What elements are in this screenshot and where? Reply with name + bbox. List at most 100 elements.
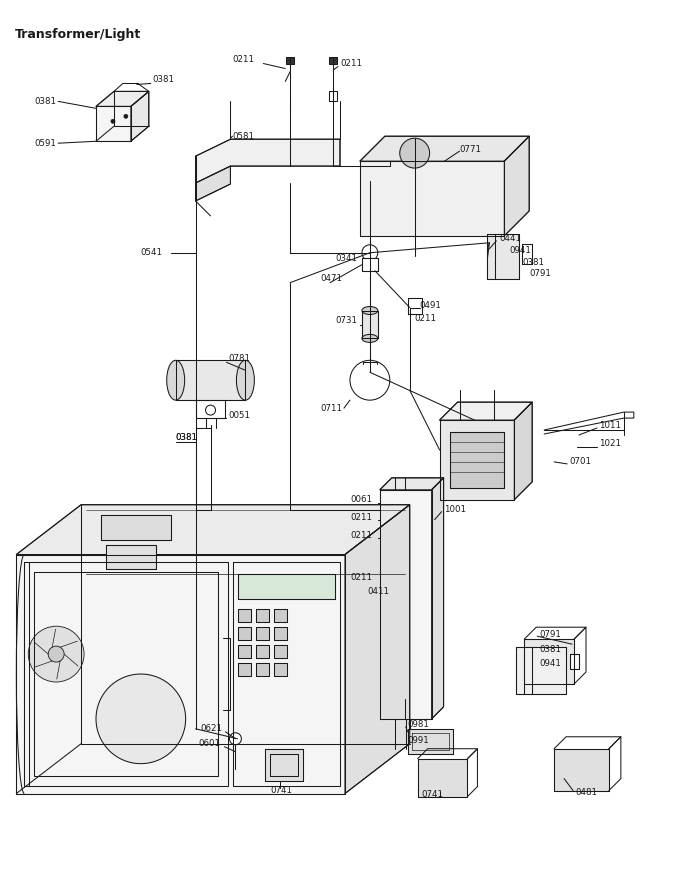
Text: 0491: 0491: [420, 301, 441, 310]
Polygon shape: [418, 759, 467, 796]
Circle shape: [124, 114, 128, 118]
Text: 0941: 0941: [539, 658, 561, 667]
Polygon shape: [238, 610, 251, 622]
Polygon shape: [238, 575, 335, 599]
Polygon shape: [362, 311, 378, 339]
Ellipse shape: [237, 361, 254, 400]
Polygon shape: [256, 663, 269, 676]
Polygon shape: [238, 663, 251, 676]
Polygon shape: [360, 161, 505, 236]
Polygon shape: [329, 91, 337, 101]
Polygon shape: [238, 627, 251, 640]
Ellipse shape: [362, 334, 378, 342]
Polygon shape: [524, 639, 574, 684]
Text: 0791: 0791: [529, 269, 551, 278]
Polygon shape: [554, 749, 609, 791]
Polygon shape: [256, 610, 269, 622]
Text: 0731: 0731: [335, 316, 357, 325]
Polygon shape: [96, 106, 131, 141]
Circle shape: [96, 674, 186, 764]
Polygon shape: [175, 361, 245, 400]
Circle shape: [350, 361, 390, 400]
Text: 0381: 0381: [34, 97, 56, 106]
Text: 0741: 0741: [270, 786, 292, 795]
Text: 0211: 0211: [350, 573, 372, 582]
Polygon shape: [362, 258, 378, 271]
Polygon shape: [488, 233, 520, 279]
Circle shape: [29, 626, 84, 682]
Text: 0581: 0581: [233, 132, 254, 141]
Polygon shape: [274, 610, 287, 622]
Polygon shape: [131, 91, 149, 141]
Circle shape: [48, 646, 64, 662]
Polygon shape: [449, 432, 505, 488]
Polygon shape: [360, 136, 529, 161]
Circle shape: [362, 245, 378, 260]
Circle shape: [229, 733, 241, 745]
Text: 0381: 0381: [539, 645, 561, 653]
Polygon shape: [196, 166, 231, 201]
Polygon shape: [238, 645, 251, 658]
Circle shape: [205, 405, 216, 415]
Text: 0981: 0981: [408, 720, 430, 729]
Ellipse shape: [362, 307, 378, 314]
Text: 0211: 0211: [350, 531, 372, 540]
Polygon shape: [96, 91, 149, 106]
Polygon shape: [101, 515, 171, 539]
Text: 0381: 0381: [175, 434, 198, 442]
Text: 0741: 0741: [422, 790, 443, 799]
Text: 0471: 0471: [320, 274, 342, 283]
Text: 0211: 0211: [233, 55, 254, 64]
Circle shape: [400, 138, 430, 168]
Polygon shape: [106, 544, 156, 570]
Polygon shape: [408, 729, 452, 753]
Polygon shape: [516, 647, 566, 694]
Text: 0791: 0791: [539, 630, 561, 638]
Text: 0441: 0441: [499, 234, 522, 243]
Text: 1001: 1001: [443, 505, 466, 514]
Ellipse shape: [167, 361, 185, 400]
Polygon shape: [329, 57, 337, 64]
Text: 0991: 0991: [408, 736, 430, 746]
Polygon shape: [196, 400, 226, 418]
Polygon shape: [274, 645, 287, 658]
Text: 0061: 0061: [350, 496, 372, 504]
Polygon shape: [522, 244, 532, 264]
Text: 0211: 0211: [415, 314, 437, 323]
Text: 0341: 0341: [335, 254, 357, 263]
Polygon shape: [16, 504, 410, 555]
Polygon shape: [514, 402, 532, 500]
Polygon shape: [439, 420, 514, 500]
Text: 0701: 0701: [569, 457, 591, 466]
Text: 0941: 0941: [509, 246, 531, 255]
Polygon shape: [439, 402, 532, 420]
Polygon shape: [505, 136, 529, 236]
Circle shape: [111, 119, 115, 124]
Polygon shape: [256, 645, 269, 658]
Text: 0381: 0381: [153, 75, 175, 84]
Text: 0591: 0591: [34, 138, 56, 148]
Polygon shape: [265, 749, 303, 780]
Text: 0621: 0621: [201, 725, 222, 733]
Text: 0541: 0541: [141, 248, 163, 257]
Text: 1011: 1011: [599, 421, 621, 429]
Text: 0711: 0711: [320, 403, 342, 413]
Polygon shape: [274, 627, 287, 640]
Text: 0481: 0481: [575, 788, 597, 797]
Text: 1021: 1021: [599, 440, 621, 449]
Polygon shape: [408, 298, 422, 314]
Text: 0781: 0781: [228, 354, 250, 363]
Text: 0771: 0771: [460, 145, 481, 153]
Text: Transformer/Light: Transformer/Light: [16, 28, 141, 41]
Polygon shape: [286, 57, 294, 64]
Polygon shape: [570, 654, 579, 669]
Polygon shape: [256, 627, 269, 640]
Text: 0411: 0411: [367, 587, 389, 596]
Text: 0381: 0381: [175, 434, 198, 442]
Text: 0381: 0381: [522, 258, 544, 267]
Polygon shape: [432, 478, 443, 719]
Polygon shape: [380, 490, 432, 719]
Polygon shape: [16, 555, 345, 793]
Polygon shape: [380, 478, 443, 490]
Polygon shape: [345, 504, 410, 793]
